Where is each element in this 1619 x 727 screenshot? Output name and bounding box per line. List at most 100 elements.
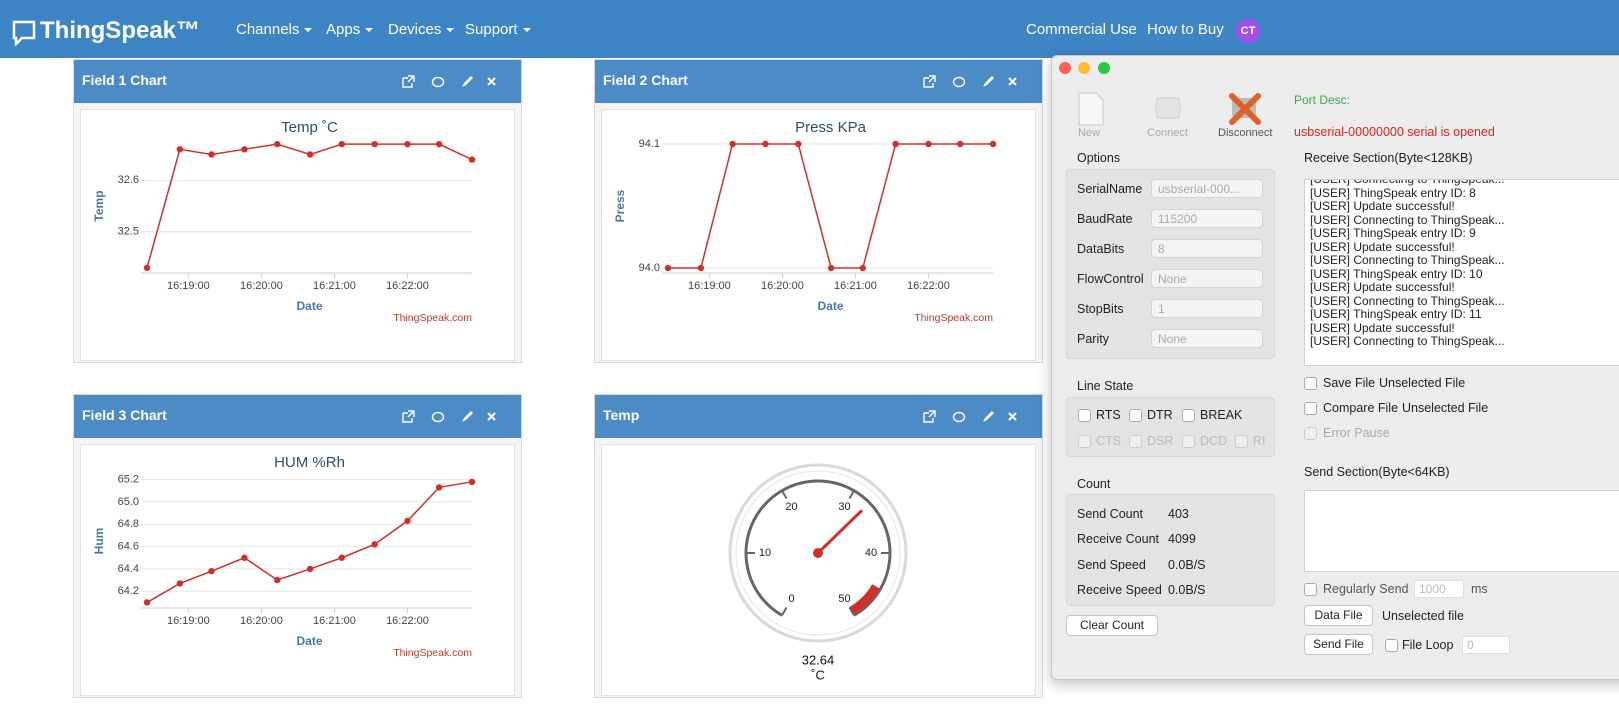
y-tick-label: 94.0	[639, 262, 660, 274]
checkbox	[1078, 435, 1091, 448]
toolbar-button[interactable]: Connect	[1147, 127, 1188, 139]
select[interactable]: 1	[1151, 299, 1263, 318]
widget-title: Field 2 Chart	[603, 72, 688, 88]
line	[668, 143, 993, 269]
gauge-tick	[848, 490, 855, 499]
field-label: SerialName	[1077, 182, 1143, 196]
file-status: Unselected File	[1379, 376, 1466, 390]
y-tick-label: 64.4	[118, 563, 139, 575]
checkbox[interactable]	[1385, 639, 1398, 652]
widget-actions[interactable]	[922, 74, 1072, 90]
minimize-button[interactable]	[1078, 62, 1090, 74]
point	[306, 565, 314, 573]
log-line: [USER] Connecting to ThingSpeak...	[1310, 179, 1505, 186]
gauge-tick-label: 30	[838, 501, 850, 513]
widget: Field 2 Chart	[594, 59, 1043, 363]
y-axis-label: Temp	[92, 190, 106, 221]
widget-title: Temp	[603, 407, 640, 423]
point	[762, 140, 769, 148]
widget-actions[interactable]	[922, 409, 1072, 425]
menu[interactable]: Apps	[326, 21, 373, 38]
point	[143, 599, 151, 606]
checkbox-label: RI	[1253, 434, 1266, 448]
send-input[interactable]	[1304, 490, 1619, 572]
count-value: 0.0B/S	[1168, 557, 1206, 572]
toolbar-button[interactable]: Disconnect	[1218, 127, 1273, 139]
gauge-danger-band	[849, 584, 880, 615]
zoom-button[interactable]	[1098, 62, 1110, 74]
y-tick-label: 65.2	[118, 473, 139, 485]
gauge-tick	[781, 490, 788, 499]
log-line: [USER] ThingSpeak entry ID: 9	[1310, 226, 1476, 240]
select[interactable]: 8	[1151, 239, 1263, 258]
point	[241, 146, 248, 153]
select[interactable]: usbserial-000...	[1151, 179, 1263, 198]
toolbar-icons	[1078, 92, 1261, 126]
point	[664, 264, 672, 272]
x-tick-label: 16:21:00	[313, 615, 356, 627]
checkbox[interactable]	[1129, 409, 1142, 422]
gauge-scale	[744, 479, 892, 617]
point	[795, 140, 802, 148]
widget-actions[interactable]	[401, 409, 551, 425]
point	[697, 264, 705, 272]
y-axis-label: Press	[613, 189, 627, 222]
select[interactable]: None	[1151, 329, 1263, 348]
log-line: [USER] Update successful!	[1310, 320, 1455, 335]
x-tick-label: 16:22:00	[386, 280, 429, 292]
count-value: 0.0B/S	[1168, 582, 1206, 597]
file-status: Unselected File	[1402, 401, 1489, 415]
widget-header: Field 1 Chart	[74, 60, 521, 103]
data-file-button[interactable]: Data File	[1304, 605, 1373, 626]
count-value: 403	[1168, 507, 1189, 521]
select[interactable]: 115200	[1151, 209, 1263, 228]
checkbox[interactable]	[1182, 409, 1195, 422]
checkbox	[1304, 427, 1317, 440]
checkbox[interactable]	[1078, 409, 1091, 422]
clear-count-button[interactable]: Clear Count	[1066, 615, 1158, 636]
menu[interactable]: Devices	[388, 21, 454, 38]
y-axis-label: Hum	[92, 528, 106, 555]
select[interactable]: None	[1151, 269, 1263, 288]
point	[468, 156, 476, 163]
checkbox[interactable]	[1304, 583, 1317, 596]
point	[176, 146, 184, 153]
interval-input[interactable]: 1000	[1414, 580, 1464, 598]
brand[interactable]: ThingSpeak™	[40, 17, 201, 44]
menu[interactable]: Support	[465, 21, 531, 38]
y-tick-label: 32.5	[118, 226, 139, 238]
point	[208, 151, 215, 158]
menu[interactable]: Channels	[236, 21, 312, 38]
point	[827, 264, 835, 272]
checkbox-label: CTS	[1096, 434, 1121, 448]
send-file-button[interactable]: Send File	[1304, 634, 1373, 655]
checkbox-label: DTR	[1147, 408, 1173, 422]
nav-link[interactable]: Commercial Use	[1026, 21, 1137, 38]
checkbox[interactable]	[1304, 377, 1317, 390]
checkbox-label: Error Pause	[1323, 426, 1390, 440]
nav-link[interactable]: How to Buy	[1147, 21, 1224, 38]
checkbox-label: Regularly Send	[1323, 582, 1409, 596]
toolbar-button[interactable]: New	[1078, 127, 1101, 139]
point	[274, 140, 281, 148]
checkbox[interactable]	[1304, 402, 1317, 415]
line-state-panel: RTS DTR BREAK CTS DSR DCD RI	[1066, 397, 1275, 457]
serial-tool-window: New Connect Disconnect Port Desc: usbser…	[1051, 55, 1619, 680]
checkbox-label: BREAK	[1200, 408, 1243, 422]
avatar[interactable]: CT	[1236, 19, 1260, 43]
widget: Field 3 Chart	[73, 394, 522, 698]
checkbox	[1182, 435, 1195, 448]
point	[404, 140, 411, 148]
x-tick-label: 16:21:00	[834, 280, 877, 292]
x-axis-label: Date	[817, 299, 843, 313]
brand-logo	[12, 20, 36, 46]
count-label: Send Count	[1077, 507, 1144, 521]
widget-actions[interactable]	[401, 74, 551, 90]
log-line: [USER] Connecting to ThingSpeak...	[1310, 334, 1505, 348]
point	[371, 541, 378, 548]
close-button[interactable]	[1059, 62, 1071, 74]
point	[956, 140, 964, 148]
loop-input[interactable]: 0	[1462, 636, 1510, 654]
point	[859, 264, 866, 272]
gauge-tick-label: 40	[865, 547, 877, 559]
